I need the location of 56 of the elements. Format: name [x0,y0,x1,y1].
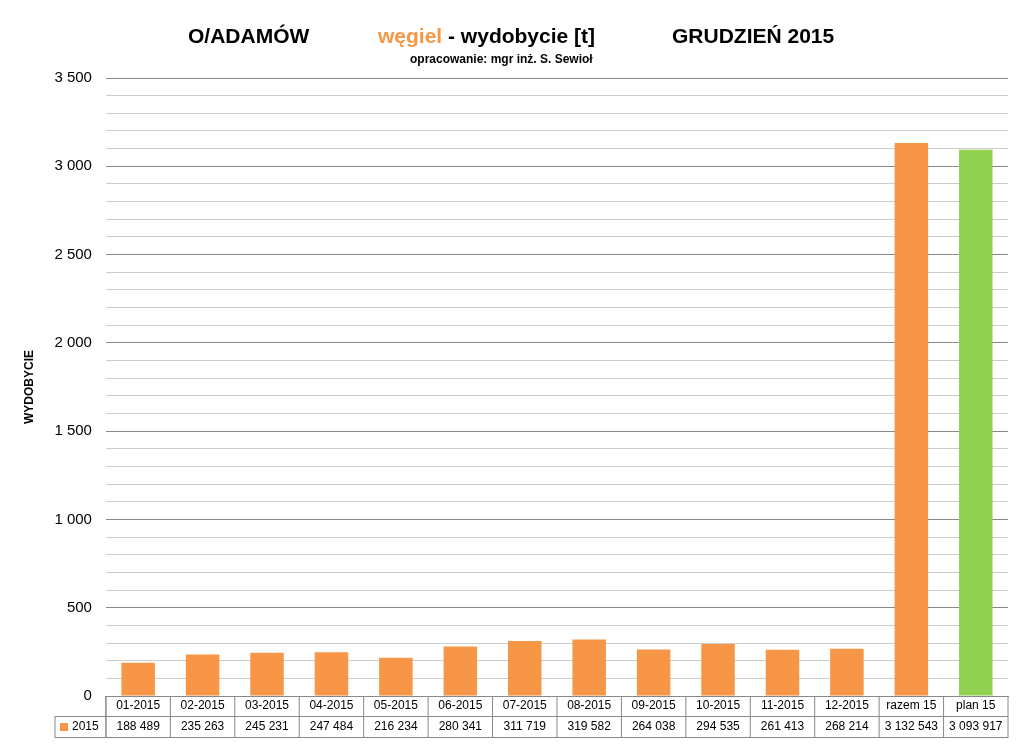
bar [701,643,735,696]
text: 311 719 [503,719,547,734]
text: 235 263 [180,719,225,734]
text: 261 413 [760,719,805,734]
y-axis-title: WYDOBYCIE [21,349,36,425]
text: 216 234 [374,719,418,734]
text: 3 093 917 [949,719,1003,734]
x-tick-label: 08-2015 [567,698,612,713]
y-tick-label: 1 500 [54,421,92,439]
x-tick-label: razem 15 [886,698,937,713]
bar [894,142,929,696]
text: 319 582 [567,719,612,734]
text: 268 214 [825,719,869,734]
y-tick-label: 500 [66,597,92,615]
chart-subtitle: opracowanie: mgr inż. S. Sewioł [410,52,593,66]
bar [508,640,542,696]
chart-title: O/ADAMÓW [188,24,310,48]
bar [830,648,864,696]
x-tick-label: 05-2015 [373,698,419,713]
text: 247 484 [309,719,354,734]
x-tick-label: plan 15 [956,698,996,713]
text: 3 132 543 [884,719,939,734]
bar [314,652,349,696]
y-tick-label: 3 500 [54,68,92,86]
text: 245 231 [245,719,290,734]
y-tick-label: 2 000 [54,333,92,350]
bar [379,657,413,696]
x-tick-label: 04-2015 [309,698,354,713]
x-tick-label: 03-2015 [245,698,290,713]
x-tick-label: 11-2015 [760,698,805,713]
text: 264 038 [631,719,676,734]
bar [572,639,606,696]
y-tick-label: 2 500 [54,244,92,262]
text: GRUDZIEŃ 2015 [672,24,835,48]
text: 280 341 [438,719,483,734]
x-tick-label: 10-2015 [696,698,741,713]
bar [443,646,478,696]
x-tick-label: 12-2015 [824,698,870,713]
x-tick-label: 02-2015 [180,698,225,713]
y-tick-label: 0 [83,686,92,704]
bar [959,149,993,696]
x-tick-label: 01-2015 [116,698,161,713]
x-tick-label: 06-2015 [438,698,483,713]
bar [765,649,800,696]
x-tick-label: 07-2015 [502,698,548,713]
bar [250,652,284,696]
x-tick-label: 09-2015 [631,698,676,713]
y-tick-label: 1 000 [54,509,92,527]
legend-label: 2015 [72,719,100,734]
text: 188 489 [116,719,161,734]
bar [636,649,671,696]
bar [121,662,155,696]
text: węgiel - wydobycie [t] [378,24,596,48]
y-tick-label: 3 000 [54,156,92,174]
bar [185,654,220,696]
text: 294 535 [696,719,741,734]
